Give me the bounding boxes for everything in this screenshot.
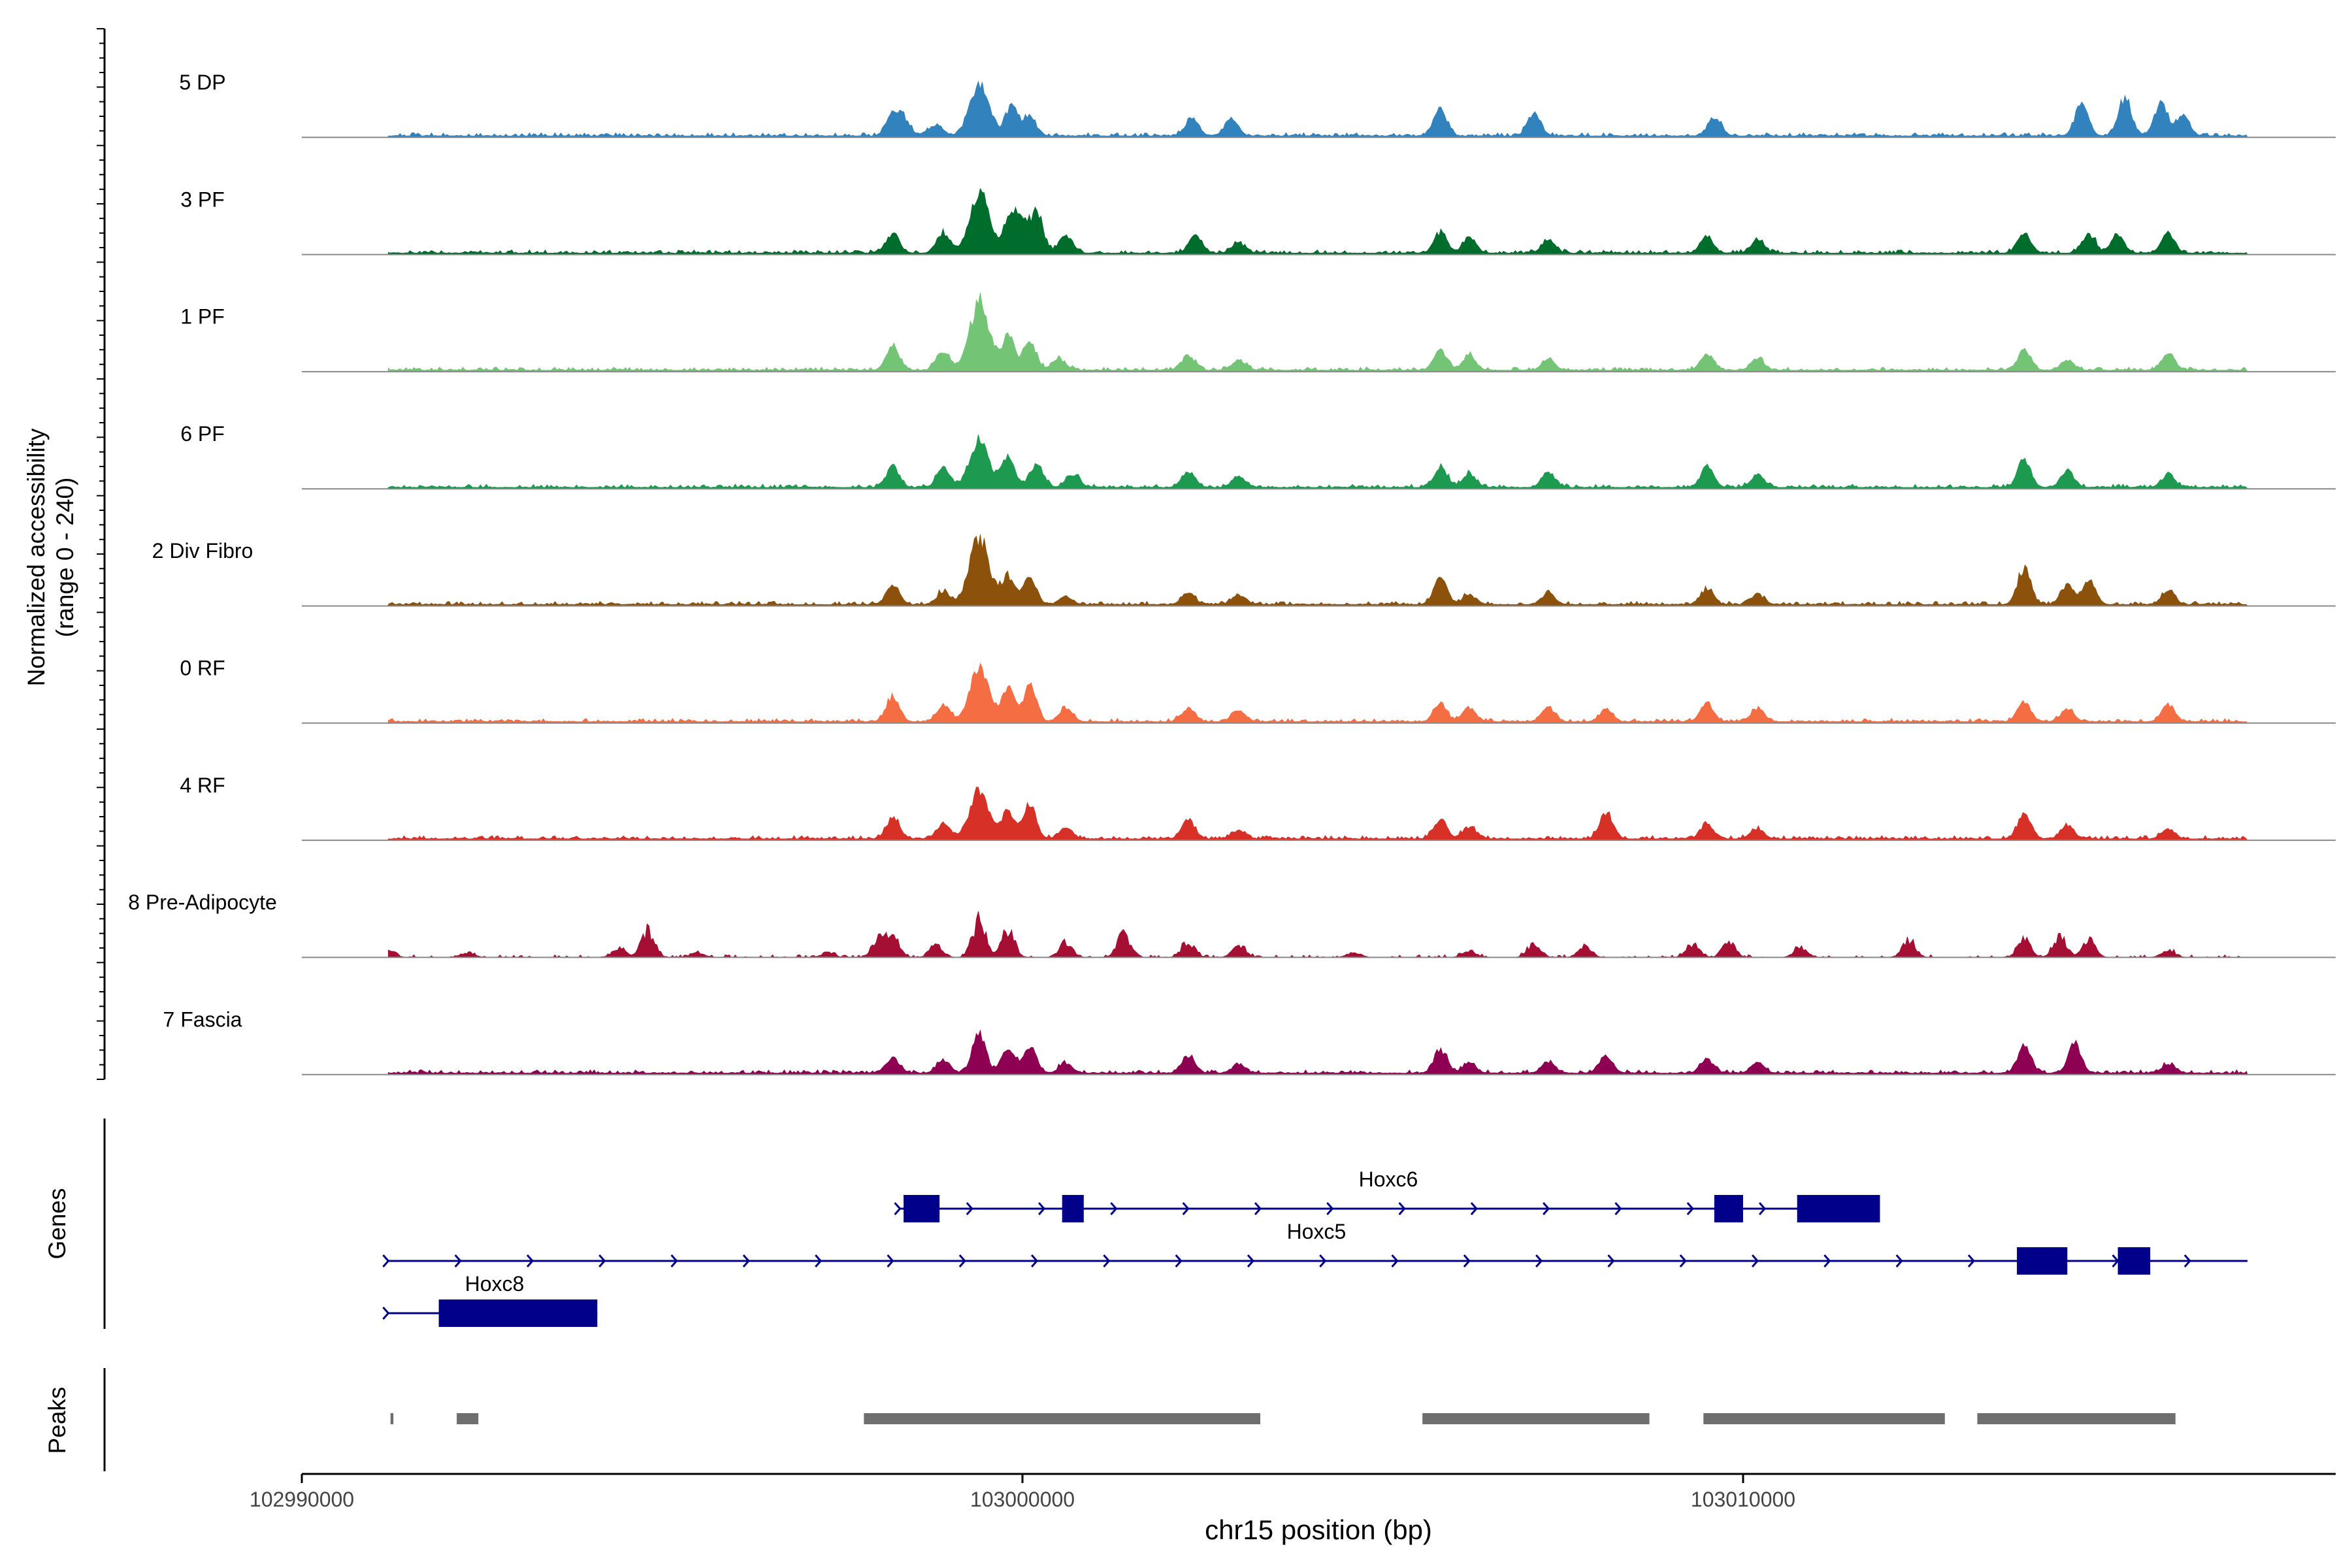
x-tick-label: 102990000 bbox=[250, 1488, 354, 1511]
track-8-pre-adipocyte: 8 Pre-Adipocyte bbox=[128, 890, 2336, 958]
strand-chevron bbox=[598, 1254, 606, 1267]
strand-chevron bbox=[966, 1202, 973, 1215]
coverage-area bbox=[387, 434, 2249, 489]
gene-label: Hoxc6 bbox=[1359, 1168, 1418, 1191]
track-label: 7 Fascia bbox=[163, 1007, 242, 1031]
peaks-panel bbox=[390, 1413, 2176, 1424]
gene-exon bbox=[2117, 1247, 2151, 1275]
track-0-rf: 0 RF bbox=[180, 657, 2336, 724]
track-label: 6 PF bbox=[180, 422, 225, 446]
x-axis-title: chr15 position (bp) bbox=[1205, 1514, 1432, 1545]
track-label: 4 RF bbox=[180, 774, 225, 797]
strand-chevron bbox=[1823, 1254, 1831, 1267]
strand-chevron bbox=[815, 1254, 823, 1267]
strand-chevron bbox=[382, 1254, 390, 1267]
gene-exon bbox=[1714, 1195, 1743, 1222]
strand-chevron bbox=[1326, 1202, 1334, 1215]
gene-hoxc8: Hoxc8 bbox=[382, 1272, 598, 1327]
peak-region bbox=[390, 1413, 394, 1424]
strand-chevron bbox=[1614, 1202, 1622, 1215]
strand-chevron bbox=[1895, 1254, 1903, 1267]
x-tick-label: 103000000 bbox=[970, 1488, 1075, 1511]
gene-exon bbox=[1797, 1195, 1880, 1222]
strand-chevron bbox=[894, 1202, 902, 1215]
track-label: 1 PF bbox=[180, 305, 225, 329]
strand-chevron bbox=[887, 1254, 894, 1267]
strand-chevron bbox=[1319, 1254, 1327, 1267]
strand-chevron bbox=[1607, 1254, 1615, 1267]
peak-region bbox=[1703, 1413, 1945, 1424]
peak-region bbox=[1977, 1413, 2176, 1424]
track-label: 2 Div Fibro bbox=[152, 539, 253, 563]
strand-chevron bbox=[670, 1254, 678, 1267]
coverage-area bbox=[387, 293, 2249, 372]
strand-chevron bbox=[958, 1254, 966, 1267]
strand-chevron bbox=[1175, 1254, 1183, 1267]
gene-exon bbox=[1062, 1195, 1084, 1222]
track-4-rf: 4 RF bbox=[180, 774, 2336, 841]
coverage-area bbox=[387, 534, 2249, 606]
strand-chevron bbox=[2183, 1254, 2191, 1267]
strand-chevron bbox=[1037, 1202, 1046, 1215]
strand-chevron bbox=[1254, 1202, 1262, 1215]
gene-exon bbox=[438, 1299, 598, 1327]
coverage-area bbox=[387, 787, 2249, 841]
strand-chevron bbox=[1758, 1202, 1767, 1215]
strand-chevron bbox=[1103, 1254, 1111, 1267]
coverage-area bbox=[387, 1029, 2248, 1075]
track-1-pf: 1 PF bbox=[180, 293, 2336, 372]
track-3-pf: 3 PF bbox=[180, 188, 2336, 255]
strand-chevron bbox=[1967, 1254, 1976, 1267]
strand-chevron bbox=[1247, 1254, 1255, 1267]
y-axis-title-line2: (range 0 - 240) bbox=[52, 478, 78, 638]
track-label: 0 RF bbox=[180, 657, 225, 680]
coverage-area bbox=[387, 188, 2248, 255]
strand-chevron bbox=[382, 1307, 390, 1320]
coverage-area bbox=[387, 80, 2248, 138]
x-tick-label: 103010000 bbox=[1691, 1488, 1795, 1511]
track-7-fascia: 7 Fascia bbox=[163, 1007, 2336, 1075]
gene-hoxc5: Hoxc5 bbox=[382, 1220, 2248, 1275]
strand-chevron bbox=[1470, 1202, 1478, 1215]
gene-hoxc6: Hoxc6 bbox=[894, 1168, 1880, 1222]
track-label: 5 DP bbox=[179, 71, 225, 94]
peaks-axis-label: Peaks bbox=[44, 1387, 71, 1454]
genes-panel: Hoxc6 Hoxc5 Hoxc8 bbox=[382, 1168, 2248, 1327]
strand-chevron bbox=[1535, 1254, 1543, 1267]
track-2-div-fibro: 2 Div Fibro bbox=[152, 534, 2336, 607]
track-5-dp: 5 DP bbox=[179, 71, 2336, 139]
x-axis-ticks: 102990000 103000000 103010000 bbox=[250, 1474, 1795, 1511]
strand-chevron bbox=[526, 1254, 534, 1267]
strand-chevron bbox=[1182, 1202, 1190, 1215]
y-axis-title-line1: Normalized accessibility bbox=[23, 428, 50, 686]
track-6-pf: 6 PF bbox=[180, 422, 2336, 490]
coverage-area bbox=[387, 662, 2249, 724]
strand-chevron bbox=[454, 1254, 462, 1267]
gene-label: Hoxc5 bbox=[1287, 1220, 1347, 1243]
strand-chevron bbox=[1398, 1202, 1406, 1215]
peak-region bbox=[1422, 1413, 1650, 1424]
peak-region bbox=[457, 1413, 479, 1424]
strand-chevron bbox=[1391, 1254, 1399, 1267]
coverage-panel: 5 DP 3 PF 1 PF 6 PF 2 Div Fibro 0 RF 4 RF 8 Pre… bbox=[97, 28, 2336, 1080]
strand-chevron bbox=[1463, 1254, 1471, 1267]
strand-chevron bbox=[1030, 1254, 1039, 1267]
strand-chevron bbox=[1543, 1202, 1550, 1215]
strand-chevron bbox=[742, 1254, 750, 1267]
gene-exon bbox=[904, 1195, 940, 1222]
gene-label: Hoxc8 bbox=[465, 1272, 525, 1296]
track-label: 8 Pre-Adipocyte bbox=[128, 890, 277, 914]
track-label: 3 PF bbox=[180, 188, 225, 211]
strand-chevron bbox=[1679, 1254, 1687, 1267]
strand-chevron bbox=[1110, 1202, 1118, 1215]
gene-exon bbox=[2017, 1247, 2068, 1275]
peak-region bbox=[864, 1413, 1260, 1424]
strand-chevron bbox=[1751, 1254, 1759, 1267]
genes-axis-label: Genes bbox=[44, 1188, 71, 1259]
strand-chevron bbox=[1686, 1202, 1694, 1215]
